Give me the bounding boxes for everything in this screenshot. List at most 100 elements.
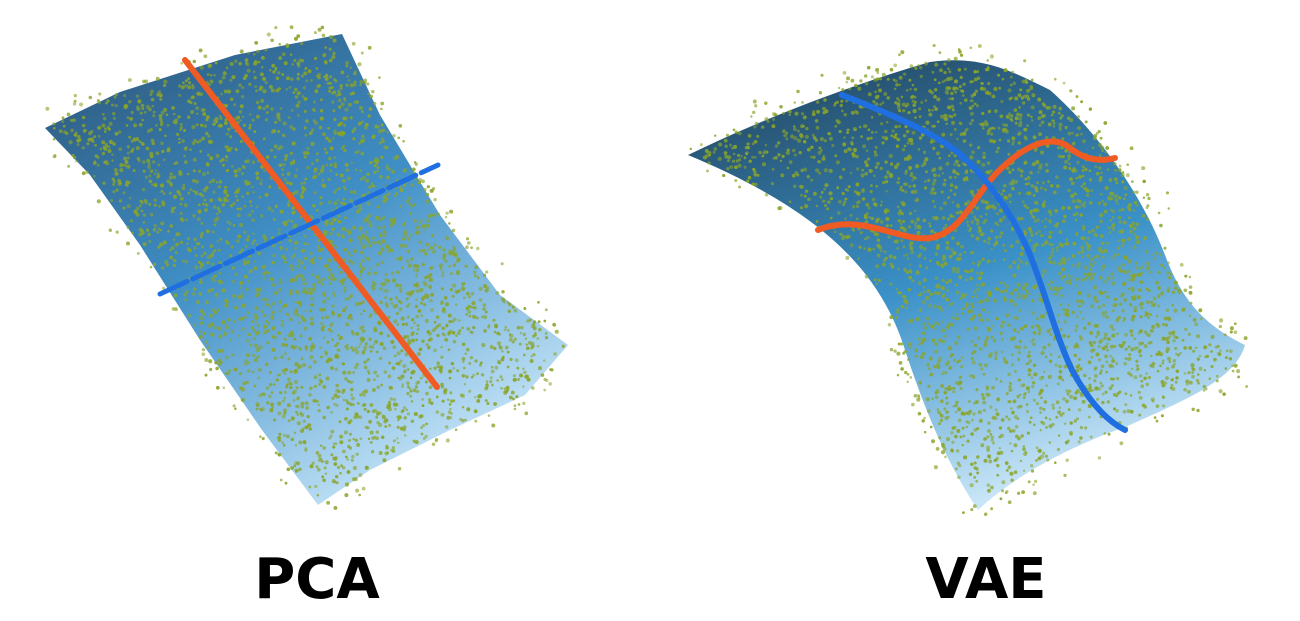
data-point <box>432 250 435 254</box>
data-point <box>1046 329 1051 334</box>
data-point <box>1023 161 1027 165</box>
data-point <box>1040 396 1043 400</box>
data-point <box>216 308 220 312</box>
data-point <box>203 198 207 202</box>
data-point <box>958 275 963 280</box>
data-point <box>1039 428 1042 432</box>
data-point <box>1040 350 1045 355</box>
data-point <box>457 259 461 263</box>
data-point <box>725 133 730 137</box>
data-point <box>426 185 430 189</box>
data-point <box>897 219 901 223</box>
data-point <box>1032 285 1037 290</box>
data-point <box>800 168 804 173</box>
data-point <box>166 179 171 184</box>
data-point <box>175 242 180 246</box>
data-point <box>968 121 973 126</box>
data-point <box>870 115 874 119</box>
data-point <box>315 66 319 70</box>
data-point <box>297 300 302 305</box>
data-point <box>873 77 878 82</box>
data-point <box>747 133 752 138</box>
data-point <box>1099 338 1104 343</box>
data-point <box>193 237 197 242</box>
pca-panel <box>45 25 568 510</box>
data-point <box>943 79 947 82</box>
data-point <box>1102 264 1106 269</box>
data-point <box>322 384 327 389</box>
data-point <box>955 449 960 453</box>
data-point <box>226 220 230 224</box>
data-point <box>1188 275 1192 279</box>
data-point <box>149 265 153 269</box>
data-point <box>183 292 187 297</box>
data-point <box>343 97 346 100</box>
data-point <box>1052 260 1057 265</box>
data-point <box>237 187 240 191</box>
data-point <box>1085 188 1090 193</box>
data-point <box>1021 79 1026 84</box>
data-point <box>218 362 222 366</box>
data-point <box>369 160 373 165</box>
data-point <box>1095 352 1100 357</box>
data-point <box>68 140 73 145</box>
data-point <box>139 199 143 203</box>
data-point <box>255 401 260 406</box>
data-point <box>292 253 296 257</box>
data-point <box>322 415 327 420</box>
data-point <box>999 114 1004 119</box>
data-point <box>206 255 211 260</box>
data-point <box>1171 303 1174 307</box>
data-point <box>254 331 260 336</box>
data-point <box>884 180 889 184</box>
data-point <box>1138 303 1142 307</box>
data-point <box>933 365 937 369</box>
data-point <box>207 64 212 68</box>
data-point <box>938 436 942 440</box>
data-point <box>254 320 258 324</box>
data-point <box>273 155 277 159</box>
data-point <box>871 197 876 202</box>
data-point <box>1052 190 1057 195</box>
data-point <box>1021 101 1026 105</box>
data-point <box>380 282 385 287</box>
data-point <box>213 326 217 330</box>
data-point <box>734 165 738 170</box>
data-point <box>1040 274 1045 278</box>
data-point <box>965 425 968 429</box>
data-point <box>239 104 244 109</box>
data-point <box>204 340 209 344</box>
data-point <box>399 185 402 189</box>
data-point <box>1144 311 1148 314</box>
data-point <box>1131 289 1135 293</box>
data-point <box>987 429 991 433</box>
data-point <box>889 162 894 166</box>
data-point <box>1048 220 1052 224</box>
data-point <box>1012 81 1017 86</box>
data-point <box>1016 491 1021 495</box>
data-point <box>477 399 480 402</box>
data-point <box>322 336 326 339</box>
data-point <box>962 131 967 136</box>
data-point <box>1033 372 1038 377</box>
data-point <box>1172 359 1176 363</box>
data-point <box>327 276 331 279</box>
data-point <box>410 419 415 424</box>
data-point <box>1129 394 1133 397</box>
data-point <box>278 56 282 60</box>
data-point <box>346 401 350 405</box>
data-point <box>283 157 288 162</box>
data-point <box>513 378 518 382</box>
data-point <box>1017 167 1021 172</box>
data-point <box>159 228 162 232</box>
data-point <box>133 123 138 128</box>
data-point <box>1034 231 1039 236</box>
data-point <box>1058 126 1062 129</box>
data-point <box>1117 315 1121 320</box>
data-point <box>386 249 391 253</box>
data-point <box>1099 219 1104 224</box>
data-point <box>1027 350 1031 354</box>
data-point <box>1041 220 1044 223</box>
data-point <box>946 77 951 82</box>
data-point <box>315 158 319 163</box>
